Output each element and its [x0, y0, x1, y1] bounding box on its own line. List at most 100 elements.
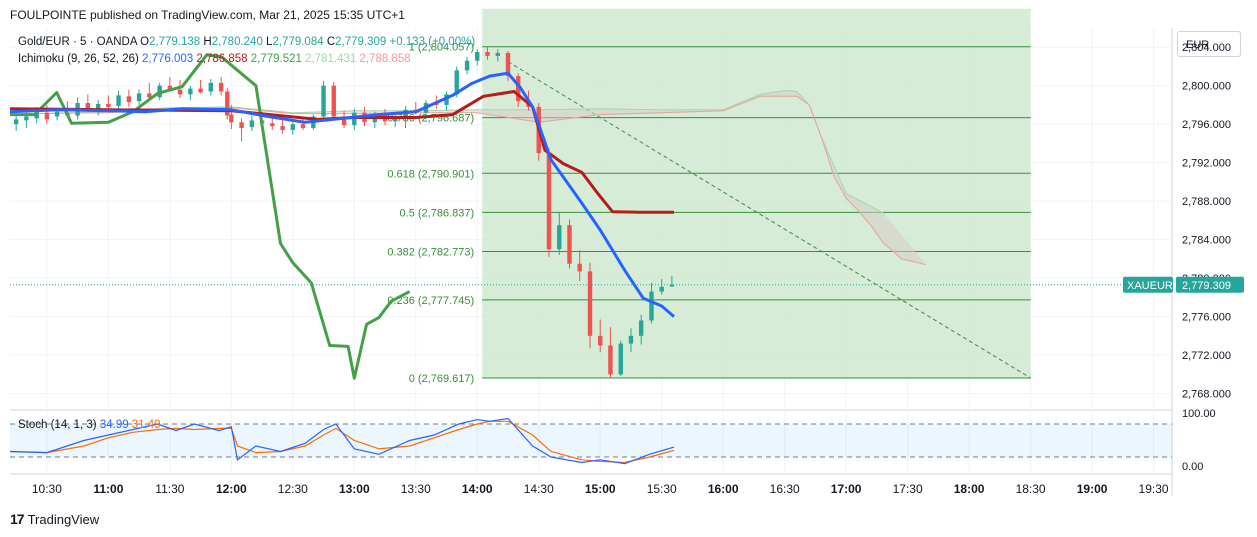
last-price-label: 2,779.309	[1182, 280, 1231, 292]
ichimoku-value: 2,779.521	[251, 53, 305, 65]
time-axis-label: 18:30	[1016, 482, 1046, 496]
candle-body	[485, 52, 490, 56]
fibonacci-level-label: 0 (2,769.617)	[409, 373, 474, 385]
candle-body	[167, 85, 173, 90]
candle-body	[136, 93, 142, 102]
ichimoku-legend: Ichimoku (9, 26, 52, 26) 2,776.003 2,786…	[18, 53, 411, 65]
fibonacci-level-label: 0.5 (2,786.837)	[400, 207, 475, 219]
candle-body	[454, 70, 459, 95]
ohlc-value: 2,779.084	[272, 36, 326, 48]
time-axis-label: 14:30	[524, 482, 554, 496]
price-axis-tick: 2,776.000	[1182, 312, 1231, 324]
time-axis-label: 15:00	[585, 482, 616, 496]
stoch-axis-tick: 100.00	[1182, 408, 1216, 420]
time-axis-label: 15:30	[647, 482, 677, 496]
price-axis-tick: 2,804.000	[1182, 42, 1231, 54]
ohlc-key: L	[266, 36, 273, 48]
time-axis-label: 11:00	[93, 482, 123, 496]
candle-body	[628, 335, 634, 344]
candle-body	[290, 124, 296, 130]
last-price-tag	[1176, 276, 1244, 293]
candle-body	[649, 291, 654, 321]
candle-body	[638, 320, 644, 336]
fibonacci-level-label: 0.382 (2,782.773)	[387, 246, 474, 258]
candle-body	[229, 114, 234, 123]
candle-body	[341, 116, 347, 126]
ichimoku-chikou-line	[10, 53, 411, 380]
ichimoku-kijun-line	[9, 90, 674, 214]
candle-body	[280, 126, 285, 130]
candle-body	[475, 52, 480, 61]
candle-body	[106, 104, 111, 107]
candle-body	[208, 82, 213, 92]
ichimoku-span-b	[34, 95, 927, 266]
publisher-line: FOULPOINTE published on TradingView.com,…	[10, 8, 405, 22]
candle-body	[239, 122, 244, 129]
price-axis-tick: 2,784.000	[1182, 235, 1231, 247]
candle-body	[659, 286, 664, 292]
symbol-tag	[1123, 276, 1173, 293]
candle-body	[300, 124, 306, 129]
candle-body	[567, 225, 572, 264]
time-axis-label: 17:30	[893, 482, 923, 496]
candle-body	[44, 112, 50, 120]
time-axis-label: 11:30	[155, 482, 184, 496]
price-axis-tick: 2,768.000	[1182, 389, 1231, 401]
time-axis-label: 19:00	[1077, 482, 1108, 496]
time-axis-label: 17:00	[831, 482, 862, 496]
time-axis-label: 12:00	[216, 482, 247, 496]
fibonacci-level-label: 1 (2,804.057)	[409, 42, 474, 54]
symbol-name: Gold/EUR · 5 · OANDA	[18, 36, 140, 48]
stoch-d-line	[9, 420, 675, 464]
price-axis-tick: 2,796.000	[1182, 119, 1231, 131]
price-axis-tick: 2,772.000	[1182, 350, 1231, 362]
candle-body	[557, 225, 562, 250]
fibonacci-level-label: 0.618 (2,790.901)	[387, 168, 474, 180]
symbol-tag-label: XAUEUR	[1127, 280, 1173, 292]
candle-body	[516, 76, 521, 102]
ohlc-value: 2,779.138	[149, 36, 203, 48]
time-axis-label: 16:30	[770, 482, 800, 496]
tradingview-logo-text: TradingView	[27, 511, 100, 527]
time-axis-label: 16:00	[708, 482, 739, 496]
time-axis-label: 13:30	[401, 482, 431, 496]
candle-body	[198, 88, 203, 93]
candle-body	[618, 343, 623, 375]
ichimoku-tenkan-line	[9, 71, 675, 318]
ichimoku-value: 2,786.858	[196, 53, 250, 65]
candle-body	[249, 120, 255, 128]
stoch-axis-tick: 0.00	[1182, 461, 1203, 473]
candle-body	[85, 103, 91, 110]
time-axis-label: 10:30	[32, 482, 62, 496]
price-axis-tick: 2,788.000	[1182, 196, 1231, 208]
candle-body	[598, 335, 603, 346]
currency-selector[interactable]: EUR	[1177, 31, 1241, 57]
candle-body	[116, 95, 121, 106]
candle-body	[495, 53, 500, 56]
time-axis-label: 19:30	[1139, 482, 1169, 496]
candle-body	[505, 53, 511, 77]
ohlc-key: C	[327, 36, 335, 48]
price-change: +0.133 (+0.00%)	[389, 36, 475, 48]
symbol-legend: Gold/EUR · 5 · OANDA O2,779.138 H2,780.2…	[18, 36, 475, 48]
candle-body	[331, 85, 336, 117]
candle-body	[218, 82, 224, 92]
ohlc-value: 2,779.309	[335, 36, 389, 48]
fibonacci-level-label: 0.236 (2,777.745)	[387, 295, 474, 307]
ohlc-key: H	[203, 36, 211, 48]
price-axis-tick: 2,800.000	[1182, 81, 1231, 93]
candle-body	[546, 153, 552, 250]
candle-body	[464, 60, 470, 71]
candle-body	[225, 91, 230, 116]
candle-body	[321, 85, 326, 117]
candle-body	[188, 88, 193, 95]
candle-body	[608, 345, 613, 375]
stoch-k-line	[9, 417, 675, 465]
time-axis-label: 18:00	[954, 482, 985, 496]
time-axis-label: 13:00	[339, 482, 370, 496]
ichimoku-value: 2,788.858	[359, 53, 410, 65]
stoch-value: 34.99	[100, 419, 129, 431]
tradingview-logo[interactable]: 17 TradingView	[10, 511, 99, 527]
candle-body	[577, 263, 582, 272]
